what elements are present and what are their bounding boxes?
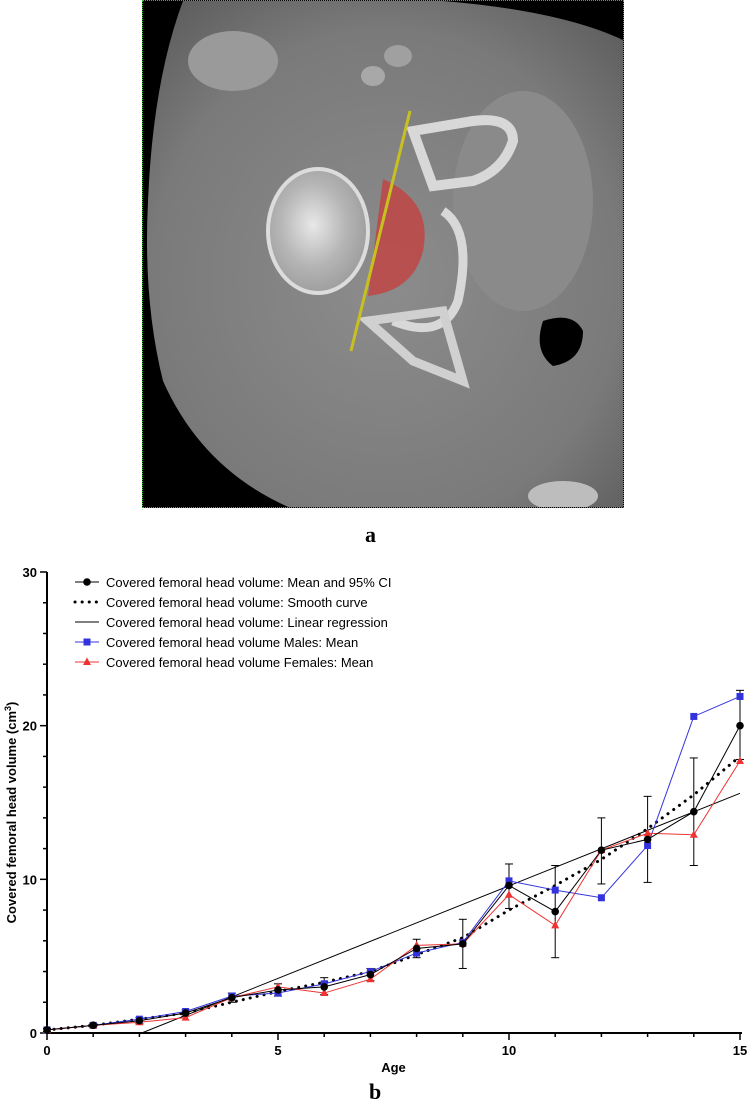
legend-label: Covered femoral head volume: Smooth curv… xyxy=(106,595,368,610)
y-tick-label: 30 xyxy=(23,565,37,580)
overall-mean-line xyxy=(46,725,741,1031)
legend-item: Covered femoral head volume: Linear regr… xyxy=(75,615,388,630)
line-chart: 0 5 10 15 0 10 20 30 Covered femoral head volum… xyxy=(3,565,748,1075)
data-point-circle xyxy=(736,721,744,730)
data-point-triangle xyxy=(366,974,375,983)
data-point-square xyxy=(551,886,559,894)
x-axis-label: Age xyxy=(381,1060,406,1075)
data-point-square xyxy=(505,877,513,885)
data-point-triangle xyxy=(505,890,513,898)
data-point-triangle xyxy=(181,1013,190,1021)
chart-legend: Covered femoral head volume: Mean and 95… xyxy=(73,575,391,670)
y-axis-label: Covered femoral head volume (cm3) xyxy=(3,702,19,924)
data-point-circle xyxy=(459,940,467,948)
y-tick-label: 20 xyxy=(23,719,37,734)
data-point-circle xyxy=(89,1021,97,1030)
legend-label: Covered femoral head volume: Mean and 95… xyxy=(106,575,391,590)
females-mean-line xyxy=(46,760,741,1031)
legend-label: Covered femoral head volume Males: Mean xyxy=(106,635,358,650)
males-mean-line xyxy=(46,696,741,1031)
y-axis-label-main: Covered femoral head volume (cm xyxy=(4,711,19,923)
legend-item: Covered femoral head volume: Mean and 95… xyxy=(75,575,391,590)
x-tick-label: 15 xyxy=(733,1043,747,1058)
data-point-circle xyxy=(320,983,329,991)
y-axis-label-superscript: 3 xyxy=(3,706,13,711)
legend-item: Covered femoral head volume Males: Mean xyxy=(75,635,358,650)
y-tick-label: 10 xyxy=(23,872,37,887)
data-point-square xyxy=(644,842,652,850)
data-point-square xyxy=(597,894,605,902)
data-point-circle xyxy=(181,1009,190,1017)
data-point-triangle xyxy=(551,920,560,929)
x-tick-label: 10 xyxy=(502,1043,516,1058)
chart-axes xyxy=(46,572,742,1034)
data-point-circle xyxy=(43,1026,51,1034)
data-point-square xyxy=(736,692,744,700)
data-point-circle xyxy=(228,993,236,1002)
linear-regression-line xyxy=(141,792,741,1034)
data-point-circle xyxy=(274,986,282,994)
data-point-circle xyxy=(505,881,513,890)
data-point-circle xyxy=(135,1016,144,1025)
legend-label: Covered femoral head volume Females: Mea… xyxy=(106,655,373,670)
panel-a-label: a xyxy=(365,522,376,547)
legend-item: Covered femoral head volume Females: Mea… xyxy=(75,655,373,670)
legend-label: Covered femoral head volume: Linear regr… xyxy=(106,615,388,630)
ct-scan-drawing xyxy=(143,1,623,507)
data-point-circle xyxy=(412,944,421,953)
legend-item: Covered femoral head volume: Smooth curv… xyxy=(73,595,368,610)
data-point-circle xyxy=(551,907,559,916)
data-point-triangle xyxy=(689,830,698,838)
data-point-triangle xyxy=(320,988,329,997)
chart-ticks: 0 5 10 15 0 10 20 30 xyxy=(23,565,748,1058)
x-tick-label: 5 xyxy=(274,1043,281,1058)
data-point-triangle xyxy=(736,756,744,765)
chart-series xyxy=(43,689,744,1034)
data-point-circle xyxy=(690,807,698,816)
smooth-curve-line xyxy=(45,754,742,1032)
panel-b-label: b xyxy=(369,1079,382,1104)
data-point-circle xyxy=(643,835,652,844)
data-point-circle xyxy=(597,846,606,854)
data-point-triangle xyxy=(643,828,652,837)
ct-scan-image xyxy=(142,0,624,508)
data-point-square xyxy=(690,712,698,720)
data-point-triangle xyxy=(83,657,91,665)
y-axis-label-suffix: ) xyxy=(4,702,19,706)
x-tick-label: 0 xyxy=(43,1043,50,1058)
data-point-circle xyxy=(83,578,91,586)
data-point-circle xyxy=(366,970,375,979)
data-point-square xyxy=(83,638,91,646)
y-tick-label: 0 xyxy=(30,1026,37,1041)
data-point-square xyxy=(413,949,421,957)
